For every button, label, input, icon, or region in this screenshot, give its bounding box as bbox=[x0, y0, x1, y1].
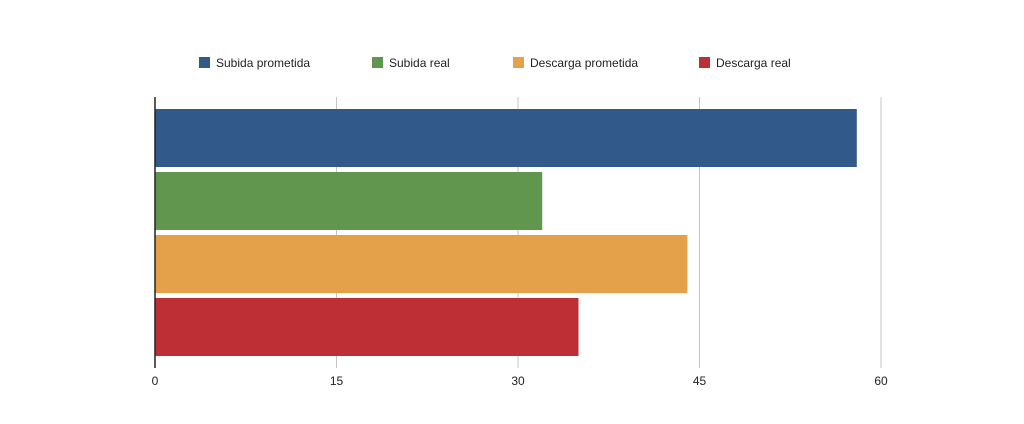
x-tick-label-30: 30 bbox=[511, 374, 525, 388]
bar-descarga-prometida bbox=[155, 235, 688, 293]
bar-subida-real bbox=[155, 172, 543, 230]
legend: Subida prometida Subida real Descarga prom… bbox=[199, 56, 791, 70]
legend-label-descarga-prometida: Descarga prometida bbox=[530, 56, 638, 70]
legend-swatch-descarga-prometida bbox=[513, 57, 524, 68]
x-tick-label-0: 0 bbox=[152, 374, 159, 388]
legend-item-subida-real: Subida real bbox=[372, 56, 450, 70]
bar-subida-prometida bbox=[155, 109, 857, 167]
legend-swatch-subida-prometida bbox=[199, 57, 210, 68]
x-tick-label-45: 45 bbox=[693, 374, 707, 388]
bars bbox=[155, 109, 857, 356]
value-axis: 0 15 30 45 60 bbox=[152, 97, 888, 388]
legend-item-subida-prometida: Subida prometida bbox=[199, 56, 310, 70]
legend-label-descarga-real: Descarga real bbox=[716, 56, 791, 70]
legend-label-subida-real: Subida real bbox=[389, 56, 450, 70]
legend-swatch-subida-real bbox=[372, 57, 383, 68]
legend-item-descarga-prometida: Descarga prometida bbox=[513, 56, 638, 70]
legend-item-descarga-real: Descarga real bbox=[699, 56, 791, 70]
bar-descarga-real bbox=[155, 298, 579, 356]
x-tick-label-60: 60 bbox=[874, 374, 888, 388]
legend-swatch-descarga-real bbox=[699, 57, 710, 68]
legend-label-subida-prometida: Subida prometida bbox=[216, 56, 310, 70]
x-tick-label-15: 15 bbox=[330, 374, 344, 388]
